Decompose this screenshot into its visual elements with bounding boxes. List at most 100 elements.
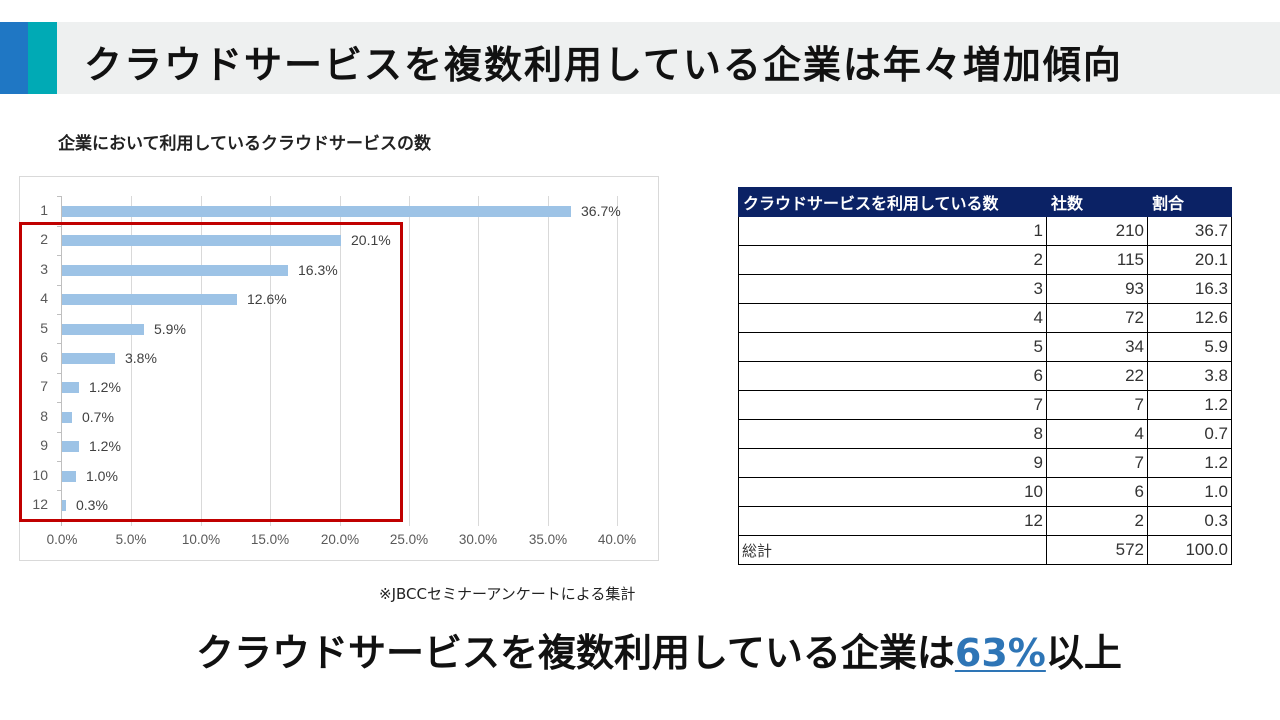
x-tick-label: 0.0% <box>46 532 78 547</box>
x-tick-label: 30.0% <box>458 532 498 547</box>
table-row: 1 210 36.7 <box>738 216 1232 246</box>
cell-service-count: 12 <box>738 506 1047 536</box>
highlight-box <box>19 222 403 522</box>
bar <box>62 294 237 305</box>
table-row: 12 2 0.3 <box>738 506 1232 536</box>
y-axis-line <box>61 196 62 526</box>
bar-data-label: 0.3% <box>76 497 108 513</box>
x-tick-label: 40.0% <box>597 532 637 547</box>
data-table: クラウドサービスを利用している数 社数 割合 1 210 36.7 2 115 20.1 3… <box>738 187 1232 565</box>
y-tick <box>57 285 61 286</box>
cell-company-count: 72 <box>1046 303 1148 333</box>
bar-data-label: 5.9% <box>154 321 186 337</box>
gridline <box>478 196 479 526</box>
table-row: 7 7 1.2 <box>738 390 1232 420</box>
cell-service-count: 6 <box>738 361 1047 391</box>
table-row: 8 4 0.7 <box>738 419 1232 449</box>
cell-company-count: 93 <box>1046 274 1148 304</box>
cell-ratio: 0.7 <box>1147 419 1232 449</box>
source-note: ※JBCCセミナーアンケートによる集計 <box>379 585 636 603</box>
cell-company-count: 7 <box>1046 448 1148 478</box>
cell-service-count: 4 <box>738 303 1047 333</box>
bar <box>62 206 571 217</box>
gridline <box>617 196 618 526</box>
cell-service-count: 7 <box>738 390 1047 420</box>
y-tick <box>57 402 61 403</box>
cell-company-count: 34 <box>1046 332 1148 362</box>
table-header-row: クラウドサービスを利用している数 社数 割合 <box>738 187 1232 217</box>
bar <box>62 471 76 482</box>
cell-company-count: 22 <box>1046 361 1148 391</box>
cell-company-count: 115 <box>1046 245 1148 275</box>
table-row: 3 93 16.3 <box>738 274 1232 304</box>
x-tick-label: 15.0% <box>250 532 290 547</box>
bar <box>62 382 79 393</box>
bar-data-label: 1.0% <box>86 468 118 484</box>
cell-ratio: 1.0 <box>1147 477 1232 507</box>
cell-company-count: 6 <box>1046 477 1148 507</box>
cell-ratio: 3.8 <box>1147 361 1232 391</box>
bar-data-label: 12.6% <box>247 291 287 307</box>
bar-data-label: 3.8% <box>125 350 157 366</box>
x-tick-label: 25.0% <box>389 532 429 547</box>
gridline <box>548 196 549 526</box>
cell-ratio: 0.3 <box>1147 506 1232 536</box>
cell-ratio: 20.1 <box>1147 245 1232 275</box>
gridline <box>131 196 132 526</box>
y-tick <box>57 373 61 374</box>
y-category-label: 1 <box>40 202 48 218</box>
cell-ratio: 1.2 <box>1147 448 1232 478</box>
y-category-label: 2 <box>40 231 48 247</box>
bar <box>62 324 144 335</box>
cell-service-count: 10 <box>738 477 1047 507</box>
bar-data-label: 20.1% <box>351 232 391 248</box>
bar-data-label: 1.2% <box>89 438 121 454</box>
bar-data-label: 36.7% <box>581 203 621 219</box>
x-tick-label: 5.0% <box>115 532 147 547</box>
bar <box>62 353 115 364</box>
x-tick-label: 10.0% <box>181 532 221 547</box>
cell-ratio: 5.9 <box>1147 332 1232 362</box>
y-tick <box>57 343 61 344</box>
y-tick <box>57 461 61 462</box>
conclusion-suffix: 以上 <box>1045 631 1122 675</box>
table-row: 2 115 20.1 <box>738 245 1232 275</box>
cell-service-count: 1 <box>738 216 1047 246</box>
cell-ratio: 1.2 <box>1147 390 1232 420</box>
bar-data-label: 16.3% <box>298 262 338 278</box>
cell-company-count: 4 <box>1046 419 1148 449</box>
table-total-row: 総計 572 100.0 <box>738 535 1232 565</box>
gridline <box>409 196 410 526</box>
bar <box>62 412 72 423</box>
y-tick <box>57 432 61 433</box>
table-row: 5 34 5.9 <box>738 332 1232 362</box>
total-label: 総計 <box>738 535 1047 565</box>
y-category-label: 4 <box>40 290 48 306</box>
accent-stripe-teal <box>28 22 57 94</box>
title-bar <box>0 22 1280 94</box>
conclusion-prefix: クラウドサービスを複数利用している企業は <box>196 631 955 675</box>
bar <box>62 500 66 511</box>
conclusion-text: クラウドサービスを複数利用している企業は63%以上 <box>196 622 1122 677</box>
y-tick <box>57 314 61 315</box>
y-category-label: 3 <box>40 261 48 277</box>
y-tick <box>57 196 61 197</box>
gridline <box>270 196 271 526</box>
header-ratio: 割合 <box>1147 187 1232 217</box>
cell-service-count: 9 <box>738 448 1047 478</box>
cell-company-count: 7 <box>1046 390 1148 420</box>
cell-company-count: 2 <box>1046 506 1148 536</box>
header-service-count: クラウドサービスを利用している数 <box>738 187 1047 217</box>
header-company-count: 社数 <box>1046 187 1148 217</box>
y-tick <box>57 490 61 491</box>
cell-ratio: 16.3 <box>1147 274 1232 304</box>
table-row: 9 7 1.2 <box>738 448 1232 478</box>
y-tick <box>57 255 61 256</box>
total-company-count: 572 <box>1046 535 1148 565</box>
bar-data-label: 1.2% <box>89 379 121 395</box>
cell-service-count: 2 <box>738 245 1047 275</box>
cell-service-count: 8 <box>738 419 1047 449</box>
bar <box>62 235 341 246</box>
page-title: クラウドサービスを複数利用している企業は年々増加傾向 <box>84 43 1123 87</box>
y-category-label: 9 <box>40 437 48 453</box>
